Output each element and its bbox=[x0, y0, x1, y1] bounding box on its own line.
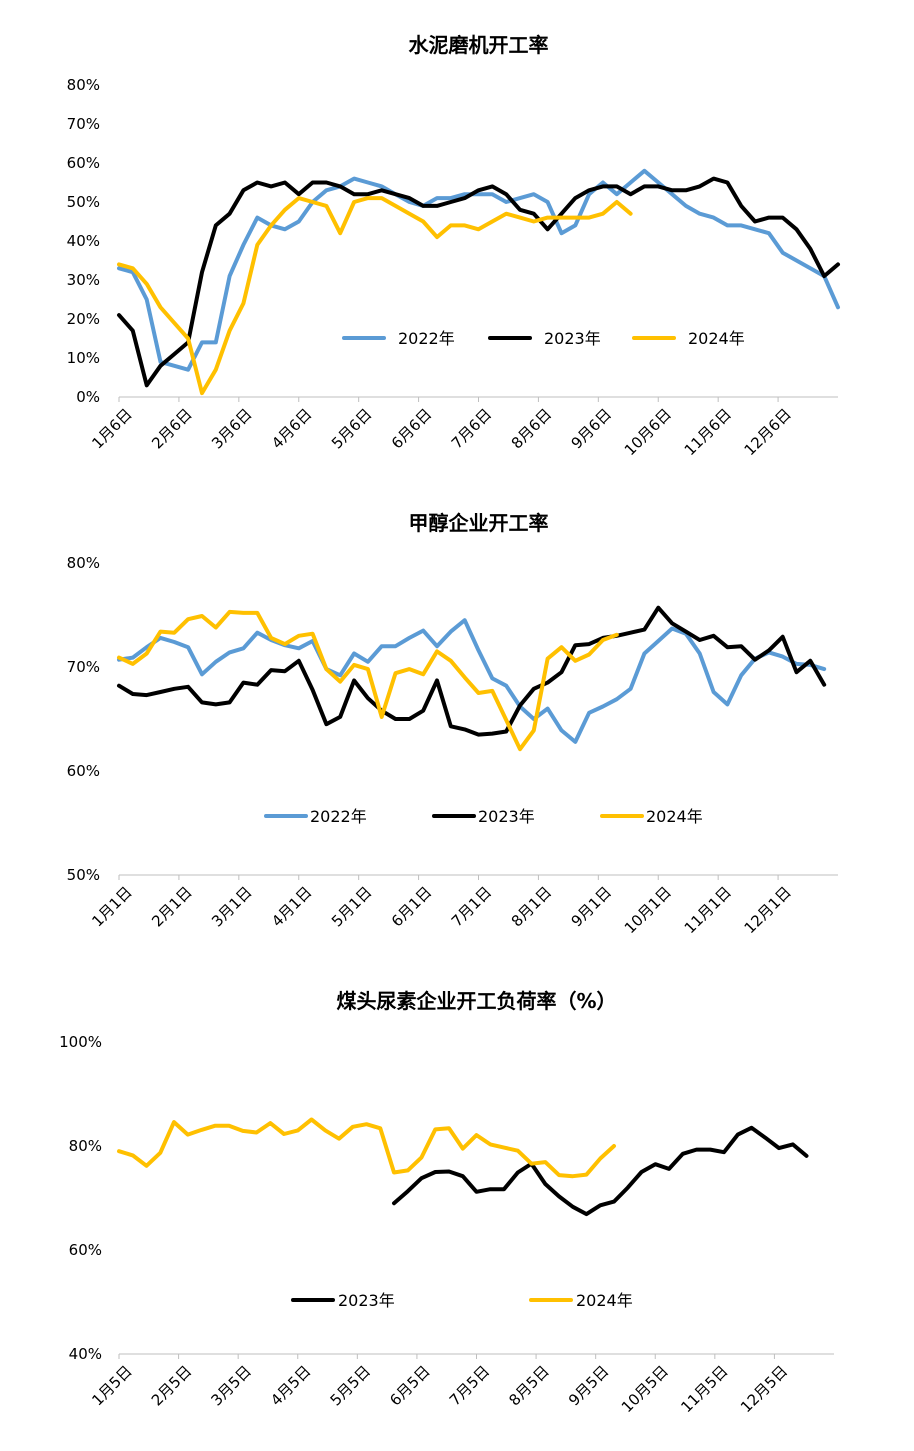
y-tick-label: 10% bbox=[67, 349, 100, 367]
x-tick-label: 3月6日 bbox=[208, 405, 255, 452]
y-tick-label: 60% bbox=[67, 154, 100, 172]
x-tick-label: 10月6日 bbox=[621, 405, 675, 459]
x-tick-label: 6月1日 bbox=[388, 883, 435, 930]
x-tick-label: 7月6日 bbox=[448, 405, 495, 452]
x-tick-label: 11月6日 bbox=[681, 405, 735, 459]
x-tick-label: 1月1日 bbox=[88, 883, 135, 930]
y-tick-label: 100% bbox=[59, 1033, 102, 1051]
x-tick-label: 2月6日 bbox=[148, 405, 195, 452]
legend-label-2023: 2023年 bbox=[544, 329, 601, 348]
y-tick-label: 30% bbox=[67, 271, 100, 289]
series-line-2024 bbox=[117, 196, 633, 396]
series-line-2024 bbox=[117, 609, 619, 752]
series-line-2023 bbox=[117, 176, 840, 388]
y-tick-label: 20% bbox=[67, 310, 100, 328]
x-tick-label: 12月5日 bbox=[737, 1362, 791, 1416]
x-tick-label: 4月6日 bbox=[268, 405, 315, 452]
y-tick-label: 60% bbox=[67, 762, 100, 780]
x-tick-label: 2月1日 bbox=[148, 883, 195, 930]
y-tick-label: 50% bbox=[67, 193, 100, 211]
x-tick-label: 6月5日 bbox=[386, 1362, 433, 1409]
legend-label-2024: 2024年 bbox=[576, 1291, 633, 1310]
chart-3: 煤头尿素企业开工负荷率（%） 40% 60% 80% 100% 1月5日 2月5日 3月5日 4… bbox=[59, 989, 834, 1416]
legend-label-2022: 2022年 bbox=[310, 807, 367, 826]
series-line-2024 bbox=[117, 1117, 616, 1179]
x-tick-label: 11月1日 bbox=[681, 883, 735, 937]
x-tick-label: 8月1日 bbox=[508, 883, 555, 930]
legend-label-2024: 2024年 bbox=[688, 329, 745, 348]
x-tick-label: 3月5日 bbox=[207, 1362, 254, 1409]
x-tick-label: 11月5日 bbox=[677, 1362, 731, 1416]
series-line-2023 bbox=[117, 605, 827, 737]
y-tick-label: 80% bbox=[69, 1137, 102, 1155]
y-tick-label: 70% bbox=[67, 658, 100, 676]
x-tick-label: 4月1日 bbox=[268, 883, 315, 930]
x-tick-label: 9月5日 bbox=[565, 1362, 612, 1409]
y-tick-label: 60% bbox=[69, 1241, 102, 1259]
x-tick-label: 7月1日 bbox=[448, 883, 495, 930]
x-tick-label: 5月5日 bbox=[327, 1362, 374, 1409]
x-tick-label: 5月1日 bbox=[328, 883, 375, 930]
y-tick-label: 50% bbox=[67, 866, 100, 884]
y-tick-label: 0% bbox=[76, 388, 100, 406]
x-tick-label: 12月6日 bbox=[741, 405, 795, 459]
x-tick-label: 3月1日 bbox=[208, 883, 255, 930]
legend-label-2023: 2023年 bbox=[338, 1291, 395, 1310]
x-tick-label: 2月5日 bbox=[148, 1362, 195, 1409]
y-tick-label: 70% bbox=[67, 115, 100, 133]
y-tick-label: 80% bbox=[67, 76, 100, 94]
x-tick-label: 1月6日 bbox=[88, 405, 135, 452]
x-tick-label: 9月6日 bbox=[568, 405, 615, 452]
x-tick-label: 5月6日 bbox=[328, 405, 375, 452]
legend-label-2022: 2022年 bbox=[398, 329, 455, 348]
legend-label-2023: 2023年 bbox=[478, 807, 535, 826]
x-tick-label: 12月1日 bbox=[741, 883, 795, 937]
x-tick-label: 10月5日 bbox=[618, 1362, 672, 1416]
x-tick-label: 6月6日 bbox=[388, 405, 435, 452]
x-tick-label: 1月5日 bbox=[88, 1362, 135, 1409]
series-line-2023 bbox=[392, 1125, 809, 1217]
y-tick-label: 40% bbox=[67, 232, 100, 250]
chart-title: 煤头尿素企业开工负荷率（%） bbox=[336, 989, 616, 1013]
series-line-2022 bbox=[117, 618, 827, 744]
y-tick-label: 40% bbox=[69, 1345, 102, 1363]
chart-2: 甲醇企业开工率 50% 60% 70% 80% 1月1日 2月1日 3月1日 4月1日 5月1日 6… bbox=[67, 511, 838, 937]
chart-title: 水泥磨机开工率 bbox=[409, 33, 549, 57]
x-tick-label: 4月5日 bbox=[267, 1362, 314, 1409]
chart-title: 甲醇企业开工率 bbox=[409, 511, 549, 535]
x-tick-label: 8月6日 bbox=[508, 405, 555, 452]
series-line-2022 bbox=[117, 168, 840, 372]
legend-label-2024: 2024年 bbox=[646, 807, 703, 826]
y-tick-label: 80% bbox=[67, 554, 100, 572]
x-tick-label: 8月5日 bbox=[505, 1362, 552, 1409]
x-tick-label: 10月1日 bbox=[621, 883, 675, 937]
x-tick-label: 9月1日 bbox=[568, 883, 615, 930]
x-tick-label: 7月5日 bbox=[446, 1362, 493, 1409]
chart-1: 水泥磨机开工率 0% 10% 20% 30% 40% 50% 60% 70% 80% 1月6日 2月6… bbox=[67, 33, 840, 459]
